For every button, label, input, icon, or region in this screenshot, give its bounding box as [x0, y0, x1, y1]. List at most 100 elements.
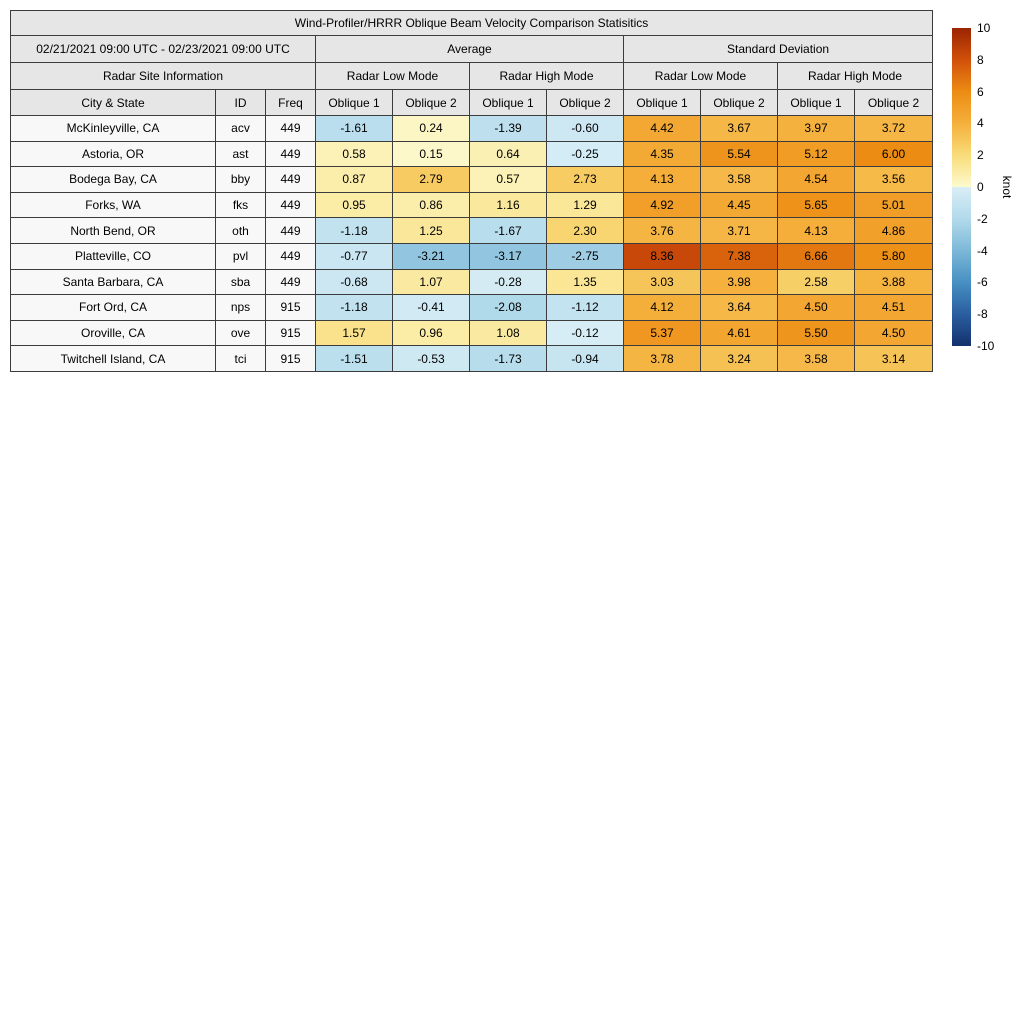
value-cell: -0.60	[546, 115, 624, 142]
city-cell: Santa Barbara, CA	[10, 268, 216, 296]
value-cell: 1.25	[392, 217, 470, 244]
colorbar-tick-label: 4	[977, 116, 984, 131]
id-cell: bby	[215, 166, 266, 193]
value-cell: 3.24	[700, 345, 778, 372]
freq-cell: 449	[265, 166, 316, 193]
value-cell: -3.21	[392, 242, 470, 270]
value-cell: 3.76	[623, 217, 701, 244]
value-cell: 0.86	[392, 191, 470, 219]
id-cell: pvl	[215, 242, 266, 270]
value-cell: -0.12	[546, 319, 624, 347]
colorbar-tick-label: 10	[977, 21, 991, 35]
value-cell: -0.77	[315, 242, 393, 270]
value-cell: 4.12	[623, 294, 701, 321]
table-row: Twitchell Island, CA tci 915 -1.51 -0.53 -1.7…	[10, 345, 934, 372]
header-id: ID	[215, 89, 266, 116]
id-cell: nps	[215, 294, 266, 321]
header-oblique-1: Oblique 1	[623, 89, 701, 116]
colorbar-tick-label: -4	[977, 243, 988, 258]
header-avg-high-mode: Radar High Mode	[469, 62, 624, 90]
freq-cell: 915	[265, 319, 316, 347]
city-cell: Platteville, CO	[10, 242, 216, 270]
colorbar-tick-label: 8	[977, 52, 984, 67]
colorbar-tick-label: 6	[977, 84, 984, 99]
value-cell: -1.18	[315, 294, 393, 321]
header-average: Average	[315, 35, 624, 63]
value-cell: 1.08	[469, 319, 547, 347]
table-row: Santa Barbara, CA sba 449 -0.68 1.07 -0.28 1.3…	[10, 268, 934, 296]
colorbar-tick-label: -6	[977, 275, 988, 290]
colorbar-tick-label: -10	[977, 339, 995, 353]
value-cell: 0.15	[392, 140, 470, 168]
value-cell: 4.86	[853, 217, 934, 244]
mode-header-row: Radar Site Information Radar Low Mode Ra…	[10, 62, 934, 90]
table-row: McKinleyville, CA acv 449 -1.61 0.24 -1.39 -0.…	[10, 115, 934, 142]
header-std-high-mode: Radar High Mode	[776, 62, 934, 90]
colorbar-tick-label: -2	[977, 211, 988, 226]
header-oblique-1: Oblique 1	[315, 89, 393, 116]
value-cell: 4.45	[700, 191, 778, 219]
chart-title: Wind-Profiler/HRRR Oblique Beam Velocity…	[9, 10, 934, 36]
value-cell: 1.57	[315, 319, 393, 347]
value-cell: 3.88	[853, 268, 934, 296]
table-row: Platteville, CO pvl 449 -0.77 -3.21 -3.17 -2.7…	[10, 242, 934, 270]
id-cell: ast	[215, 140, 266, 168]
value-cell: 3.98	[700, 268, 778, 296]
value-cell: -0.41	[392, 294, 470, 321]
group-header-row: 02/21/2021 09:00 UTC - 02/23/2021 09:00 …	[10, 35, 934, 63]
value-cell: -1.12	[546, 294, 624, 321]
column-header-row: City & State ID Freq Oblique 1 Oblique 2…	[10, 89, 934, 116]
header-city-state: City & State	[10, 89, 216, 116]
id-cell: oth	[215, 217, 266, 244]
table-row: Bodega Bay, CA bby 449 0.87 2.79 0.57 2.73 4.13…	[10, 166, 934, 193]
value-cell: 3.72	[853, 115, 934, 142]
value-cell: 4.35	[623, 140, 701, 168]
id-cell: fks	[215, 191, 266, 219]
colorbar-tick-label: -8	[977, 307, 988, 322]
value-cell: 0.57	[469, 166, 547, 193]
stats-table: Wind-Profiler/HRRR Oblique Beam Velocity…	[9, 10, 934, 372]
city-cell: Astoria, OR	[10, 140, 216, 168]
value-cell: 3.64	[700, 294, 778, 321]
value-cell: 8.36	[623, 242, 701, 270]
header-oblique-2: Oblique 2	[853, 89, 934, 116]
value-cell: -3.17	[469, 242, 547, 270]
value-cell: 3.67	[700, 115, 778, 142]
value-cell: 3.14	[853, 345, 934, 372]
value-cell: 5.65	[777, 191, 855, 219]
freq-cell: 449	[265, 140, 316, 168]
value-cell: 6.66	[777, 242, 855, 270]
value-cell: 5.54	[700, 140, 778, 168]
header-std-low-mode: Radar Low Mode	[623, 62, 778, 90]
value-cell: 4.92	[623, 191, 701, 219]
value-cell: 3.58	[777, 345, 855, 372]
header-oblique-1: Oblique 1	[469, 89, 547, 116]
value-cell: 0.58	[315, 140, 393, 168]
value-cell: 0.95	[315, 191, 393, 219]
value-cell: 3.58	[700, 166, 778, 193]
colorbar-tick-label: 0	[977, 180, 984, 194]
freq-cell: 449	[265, 242, 316, 270]
city-cell: McKinleyville, CA	[10, 115, 216, 142]
city-cell: North Bend, OR	[10, 217, 216, 244]
value-cell: 5.01	[853, 191, 934, 219]
header-avg-low-mode: Radar Low Mode	[315, 62, 470, 90]
table-row: Forks, WA fks 449 0.95 0.86 1.16 1.29 4.92 4.45 5…	[10, 191, 934, 219]
table-row: North Bend, OR oth 449 -1.18 1.25 -1.67 2.30 3.…	[10, 217, 934, 244]
value-cell: 4.54	[777, 166, 855, 193]
colorbar-tick-label: 2	[977, 148, 984, 163]
header-standard-deviation: Standard Deviation	[622, 35, 934, 63]
date-range: 02/21/2021 09:00 UTC - 02/23/2021 09:00 …	[10, 35, 316, 63]
value-cell: 3.78	[623, 345, 701, 372]
value-cell: -1.51	[315, 345, 393, 372]
value-cell: 0.96	[392, 319, 470, 347]
value-cell: -1.39	[469, 115, 547, 142]
value-cell: 2.58	[777, 268, 855, 296]
value-cell: -1.67	[469, 217, 547, 244]
value-cell: -2.08	[469, 294, 547, 321]
value-cell: 7.38	[700, 242, 778, 270]
value-cell: 0.24	[392, 115, 470, 142]
value-cell: 1.16	[469, 191, 547, 219]
colorbar	[952, 28, 971, 346]
id-cell: acv	[215, 115, 266, 142]
